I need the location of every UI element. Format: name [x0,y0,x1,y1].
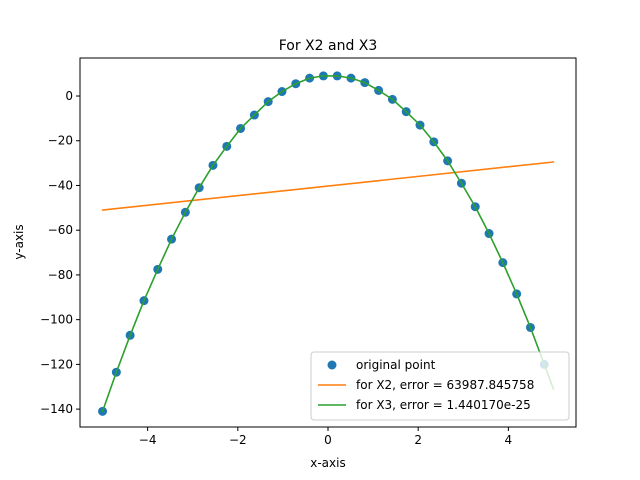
y-tick-label: −40 [48,178,73,192]
legend-marker [327,360,337,370]
legend-label: for X3, error = 1.440170e-25 [356,398,531,412]
x-tick-label: 0 [324,433,332,447]
x-tick-label: −4 [139,433,157,447]
plot-frame [79,57,577,428]
y-tick-label: 0 [65,89,73,103]
chart-title: For X2 and X3 [279,38,378,54]
y-tick-label: −20 [48,134,73,148]
y-tick-label: −120 [40,357,73,371]
series-line-1 [101,161,555,211]
y-axis-label: y-axis [12,224,26,259]
axis-ticks: −4 −2 0 2 4−140−120−100−80−60−40−200 [40,89,512,447]
plot-area [98,71,555,416]
legend: original point for X2, error = 63987.8457… [310,351,570,421]
legend-label: original point [356,358,436,372]
y-tick-label: −140 [40,402,73,416]
y-tick-label: −80 [48,268,73,282]
y-tick-label: −60 [48,223,73,237]
x-axis-label: x-axis [310,456,345,470]
legend-box [310,351,570,421]
legend-label: for X2, error = 63987.845758 [356,378,534,392]
x-tick-label: 2 [414,433,422,447]
x-tick-label: −2 [229,433,247,447]
x-tick-label: 4 [505,433,513,447]
series-line-2 [101,75,555,413]
y-tick-label: −100 [40,313,73,327]
